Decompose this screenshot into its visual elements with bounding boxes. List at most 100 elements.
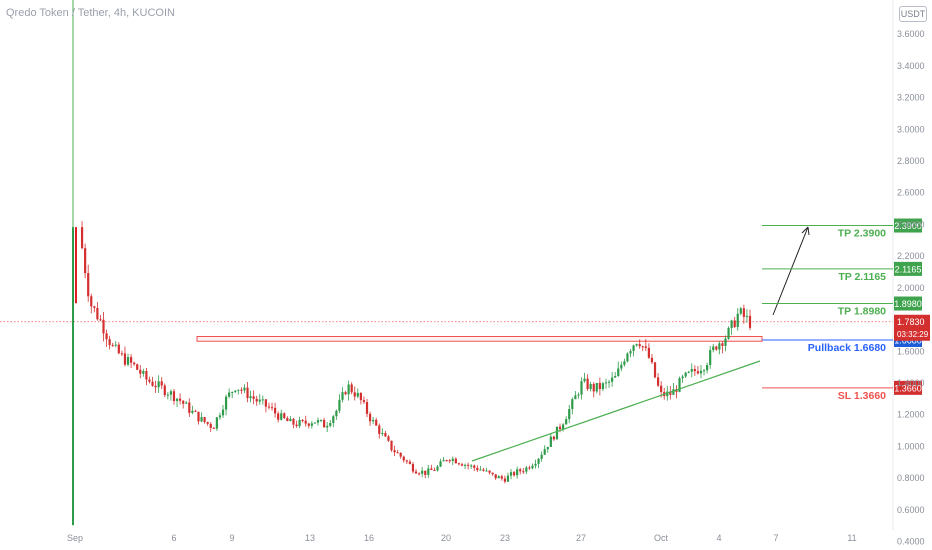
level-badge [894, 296, 922, 311]
candle [411, 463, 415, 472]
level-badge-text: 1.8980 [894, 299, 922, 309]
candle [739, 308, 742, 314]
candle [577, 394, 580, 396]
candle [93, 306, 96, 308]
candle [326, 425, 329, 428]
y-axis: 0.4000 0.6000 0.8000 1.0000 1.2000 1.4000 1.60… [894, 29, 930, 547]
candle [687, 371, 690, 373]
y-tick-label: 2.8000 [897, 156, 925, 166]
candle [430, 468, 433, 470]
candle [592, 384, 595, 392]
level-badge-text: 2.3900 [894, 221, 922, 231]
candle [267, 406, 271, 408]
candle [234, 390, 237, 392]
y-tick-label: 2.2000 [897, 251, 925, 261]
candle [690, 369, 693, 372]
candle [209, 423, 212, 428]
candle [442, 460, 445, 462]
candle [319, 419, 323, 421]
candle [313, 422, 317, 424]
candle [531, 465, 534, 469]
candle [650, 357, 654, 363]
candle [87, 273, 90, 297]
candle [546, 446, 549, 450]
x-tick-label: 4 [716, 533, 721, 543]
candle [221, 409, 225, 416]
arrow-head [801, 226, 810, 236]
candle [506, 475, 510, 482]
chart-title: Qredo Token / Tether, 4h, KUCOIN [6, 7, 175, 19]
candle [660, 385, 663, 393]
candle [277, 413, 280, 420]
candle [338, 399, 341, 411]
candle [436, 466, 439, 471]
candle [408, 461, 412, 464]
candle [568, 409, 571, 420]
candle [172, 391, 176, 402]
candle [718, 343, 721, 350]
candle [427, 468, 430, 475]
x-tick-label: 9 [229, 533, 234, 543]
candle [390, 440, 393, 451]
candle [528, 467, 531, 469]
candle [102, 319, 105, 334]
candle [375, 419, 378, 426]
candle [206, 422, 209, 424]
candle [160, 381, 163, 386]
candle [188, 402, 191, 413]
level-label: TP 2.3900 [838, 228, 886, 240]
candle [139, 369, 142, 374]
candle [494, 474, 497, 479]
candle [706, 364, 709, 371]
candle [448, 460, 451, 462]
candle [393, 450, 396, 453]
candle [460, 464, 464, 466]
candle [405, 460, 408, 462]
candle [402, 456, 405, 461]
y-tick-label: 2.4000 [897, 219, 925, 229]
candle [332, 416, 335, 424]
candle [543, 449, 546, 455]
candle [169, 391, 173, 395]
candle [598, 382, 601, 390]
currency-badge[interactable]: USDT [899, 6, 927, 22]
candle [748, 315, 752, 328]
level-label: SL 1.3660 [838, 390, 886, 402]
candle [742, 308, 745, 317]
candle [194, 410, 197, 412]
y-tick-label: 3.0000 [897, 124, 925, 134]
chart-area [0, 0, 894, 530]
candle [258, 399, 261, 402]
candle [289, 418, 292, 422]
candle [586, 378, 589, 390]
candle [509, 472, 513, 476]
candle [583, 378, 586, 382]
y-tick-label: 2.6000 [897, 188, 925, 198]
candle [133, 362, 136, 365]
candle [166, 394, 169, 396]
candle [482, 469, 485, 471]
candle [641, 346, 644, 348]
candle [721, 343, 724, 346]
candle [399, 452, 402, 457]
candle [301, 420, 304, 422]
candle [378, 425, 381, 434]
candle [365, 402, 369, 414]
candle [347, 384, 350, 395]
candle [445, 460, 448, 462]
candle [396, 452, 399, 454]
candle [454, 458, 457, 464]
candle [292, 418, 295, 425]
candle [479, 469, 482, 471]
y-tick-label: 0.4000 [897, 537, 925, 547]
resistance-zone-layer [196, 335, 763, 342]
candle [626, 353, 629, 362]
x-tick-label: Sep [67, 533, 83, 543]
candle [549, 436, 552, 447]
candle [620, 364, 623, 369]
countdown-text: 03:32:29 [897, 330, 929, 339]
candle [457, 463, 461, 465]
candle [565, 419, 568, 425]
y-tick-label: 1.6000 [897, 346, 925, 356]
candle [197, 411, 200, 422]
